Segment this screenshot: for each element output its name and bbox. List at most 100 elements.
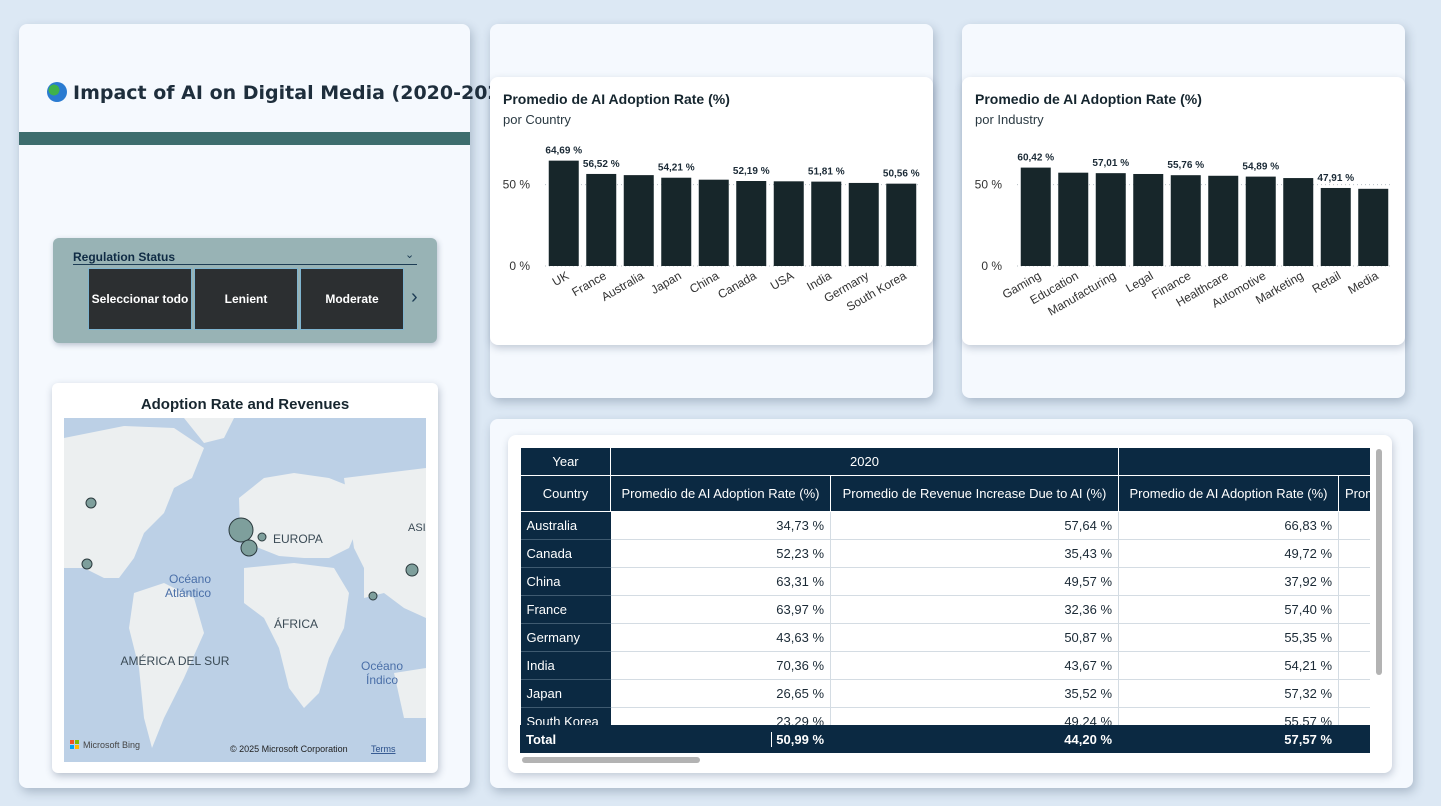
table-row[interactable]: Japan 26,65 % 35,52 % 57,32 % bbox=[520, 679, 1370, 708]
bar-education[interactable] bbox=[1058, 172, 1089, 266]
y-tick-label: 0 % bbox=[981, 259, 1002, 273]
label-asia: ASIA bbox=[408, 522, 426, 534]
value-cell: 35,43 % bbox=[830, 539, 1120, 568]
country-cell: Canada bbox=[520, 539, 611, 568]
bar-australia[interactable] bbox=[623, 175, 654, 266]
x-tick-label: Retail bbox=[1310, 268, 1344, 295]
value-cell: 63,31 % bbox=[610, 567, 831, 596]
column-header-row: Country Promedio de AI Adoption Rate (%)… bbox=[520, 475, 1370, 512]
chart-subtitle: por Industry bbox=[975, 112, 1044, 127]
y-tick-label: 50 % bbox=[975, 178, 1003, 192]
value-cell: 52,23 % bbox=[610, 539, 831, 568]
country-cell: Japan bbox=[520, 679, 611, 708]
year-header-label: Year bbox=[520, 447, 611, 476]
bar-usa[interactable] bbox=[773, 181, 804, 266]
chart-title: Promedio de AI Adoption Rate (%) bbox=[503, 91, 730, 107]
australia-land bbox=[394, 668, 426, 718]
country-chart-card: Promedio de AI Adoption Rate (%) por Cou… bbox=[490, 24, 933, 398]
country-cell: France bbox=[520, 595, 611, 624]
column-header[interactable]: Promedio de AI Adoption Rate (%) bbox=[1118, 475, 1340, 512]
table-row[interactable]: China 63,31 % 49,57 % 37,92 % bbox=[520, 567, 1370, 596]
bar-china[interactable] bbox=[698, 179, 729, 266]
world-map[interactable]: EUROPA ASIA Océano Atlántico ÁFRICA AMÉR… bbox=[64, 418, 426, 762]
total-label: Total bbox=[526, 732, 557, 747]
slicer-button-moderate[interactable]: Moderate bbox=[300, 268, 404, 330]
value-cell: 34,73 % bbox=[610, 511, 831, 540]
data-label: 47,91 % bbox=[1317, 173, 1354, 184]
map-bubble-india[interactable] bbox=[368, 591, 378, 601]
page-title-text: Impact of AI on Digital Media (2020-2025… bbox=[73, 82, 523, 104]
value-cell: 43,63 % bbox=[610, 623, 831, 652]
map-bubble-canada[interactable] bbox=[85, 497, 97, 509]
column-header[interactable]: Prom bbox=[1338, 475, 1370, 512]
column-header[interactable]: Promedio de Revenue Increase Due to AI (… bbox=[829, 475, 1120, 512]
africa-land bbox=[244, 563, 349, 708]
year-header-next[interactable]: 20 bbox=[1118, 447, 1370, 476]
value-cell-clipped bbox=[1338, 595, 1370, 624]
table-row[interactable]: Germany 43,63 % 50,87 % 55,35 % bbox=[520, 623, 1370, 652]
data-label: 64,69 % bbox=[545, 146, 582, 157]
chevron-right-icon[interactable]: › bbox=[411, 286, 418, 308]
total-value: 50,99 % bbox=[771, 732, 824, 747]
data-label: 54,21 % bbox=[658, 163, 695, 174]
table-row[interactable]: India 70,36 % 43,67 % 54,21 % bbox=[520, 651, 1370, 680]
map-copyright: © 2025 Microsoft Corporation bbox=[230, 744, 348, 754]
value-cell: 37,92 % bbox=[1118, 567, 1340, 596]
chart-title: Promedio de AI Adoption Rate (%) bbox=[975, 91, 1202, 107]
bar-automotive[interactable] bbox=[1245, 176, 1276, 266]
slicer-button-select-all[interactable]: Seleccionar todo bbox=[88, 268, 192, 330]
bar-marketing[interactable] bbox=[1283, 178, 1314, 266]
matrix-scroll-area[interactable]: Year 2020 20 Country Promedio de AI Adop… bbox=[520, 447, 1370, 753]
table-row[interactable]: France 63,97 % 32,36 % 57,40 % bbox=[520, 595, 1370, 624]
table-row[interactable]: Australia 34,73 % 57,64 % 66,83 % bbox=[520, 511, 1370, 540]
column-header[interactable]: Promedio de AI Adoption Rate (%) bbox=[610, 475, 831, 512]
data-label: 51,81 % bbox=[808, 167, 845, 178]
value-cell: 49,57 % bbox=[830, 567, 1120, 596]
data-label: 57,01 % bbox=[1092, 158, 1129, 169]
bar-manufacturing[interactable] bbox=[1095, 173, 1126, 266]
horizontal-scrollbar[interactable] bbox=[522, 757, 700, 763]
x-tick-label: Media bbox=[1345, 268, 1381, 297]
bar-gaming[interactable] bbox=[1020, 167, 1051, 266]
bing-logo-icon bbox=[70, 740, 74, 744]
slicer-button-lenient[interactable]: Lenient bbox=[194, 268, 298, 330]
bar-media[interactable] bbox=[1358, 188, 1389, 266]
map-bubble-usa[interactable] bbox=[81, 558, 93, 570]
label-africa: ÁFRICA bbox=[274, 616, 318, 631]
bar-uk[interactable] bbox=[548, 160, 579, 266]
country-cell: China bbox=[520, 567, 611, 596]
map-terms-link[interactable]: Terms bbox=[371, 744, 396, 754]
map-card: Adoption Rate and Revenues EUROPA ASIA O… bbox=[52, 383, 438, 773]
bar-japan[interactable] bbox=[661, 177, 692, 266]
industry-chart-card: Promedio de AI Adoption Rate (%) por Ind… bbox=[962, 24, 1405, 398]
bar-legal[interactable] bbox=[1133, 173, 1164, 266]
left-panel: Impact of AI on Digital Media (2020-2025… bbox=[19, 24, 523, 788]
y-tick-label: 0 % bbox=[509, 259, 530, 273]
map-bubble-france[interactable] bbox=[240, 539, 258, 557]
bar-finance[interactable] bbox=[1170, 175, 1201, 266]
map-bubble-germany[interactable] bbox=[257, 532, 267, 542]
matrix-table: Year 2020 20 Country Promedio de AI Adop… bbox=[520, 447, 1370, 736]
table-row[interactable]: Canada 52,23 % 35,43 % 49,72 % bbox=[520, 539, 1370, 568]
x-tick-label: Japan bbox=[648, 268, 683, 296]
bar-retail[interactable] bbox=[1320, 187, 1351, 266]
bing-logo-icon-3 bbox=[70, 745, 74, 749]
bar-germany[interactable] bbox=[848, 182, 879, 266]
bar-france[interactable] bbox=[586, 173, 617, 266]
north-america-land bbox=[64, 426, 204, 578]
map-bubble-uk[interactable] bbox=[228, 517, 254, 543]
slicer-divider bbox=[73, 264, 417, 265]
greenland-land bbox=[184, 418, 234, 443]
bar-healthcare[interactable] bbox=[1208, 175, 1239, 266]
map-bubble-china[interactable] bbox=[405, 563, 419, 577]
bar-south-korea[interactable] bbox=[886, 183, 917, 266]
bar-india[interactable] bbox=[811, 181, 842, 266]
year-header-2020[interactable]: 2020 bbox=[609, 447, 1120, 476]
bar-canada[interactable] bbox=[736, 181, 767, 266]
total-row: Total 50,99 % 44,20 % 57,57 % bbox=[520, 725, 1370, 753]
vertical-scrollbar[interactable] bbox=[1376, 449, 1382, 675]
value-cell: 63,97 % bbox=[610, 595, 831, 624]
chevron-down-icon[interactable]: ⌄ bbox=[405, 249, 415, 261]
